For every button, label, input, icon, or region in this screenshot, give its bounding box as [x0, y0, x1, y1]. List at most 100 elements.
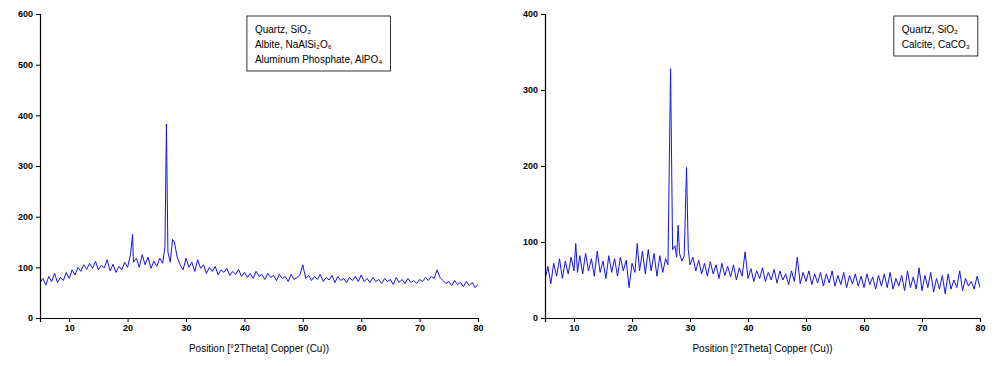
tick-label: 70: [917, 323, 927, 333]
tick-mark: [574, 318, 575, 322]
panel: 10 20 30 40 50 60 70 80 0 100 200 300 400 500 600 Posit…: [18, 9, 484, 354]
axis-line: [541, 15, 546, 319]
phase-label: Quartz, SiO₂: [902, 24, 958, 35]
tick: 60: [859, 318, 869, 333]
tick-label: 600: [18, 9, 33, 19]
tick-label: 80: [473, 323, 483, 333]
tick-label: 50: [801, 323, 811, 333]
tick-mark: [541, 90, 545, 91]
tick: 40: [240, 318, 250, 333]
tick-label: 500: [18, 60, 33, 70]
phase-box: Quartz, SiO₂ Calcite, CaCO₃: [894, 16, 978, 56]
phase-label: Albite, NaAlSi₂O₆: [255, 39, 332, 50]
tick-mark: [36, 14, 40, 15]
tick-mark: [541, 242, 545, 243]
tick-label: 300: [18, 161, 33, 171]
tick: 20: [627, 318, 637, 333]
phase-label: Aluminum Phosphate, AlPO₄: [255, 54, 382, 65]
xrd-line: [545, 69, 980, 294]
tick-mark: [922, 318, 923, 322]
x-axis-title: Position [°2Theta] Copper (Cu)): [189, 343, 329, 354]
tick-mark: [541, 166, 545, 167]
tick-mark: [541, 14, 545, 15]
tick-mark: [36, 318, 40, 319]
tick-label: 0: [533, 313, 538, 323]
tick-label: 20: [627, 323, 637, 333]
tick-label: 400: [523, 9, 538, 19]
phase-box: Quartz, SiO₂ Albite, NaAlSi₂O₆ Aluminum Ph…: [247, 16, 390, 71]
x-axis-title: Position [°2Theta] Copper (Cu)): [692, 343, 832, 354]
tick: 10: [569, 318, 579, 333]
phase-label: Calcite, CaCO₃: [902, 39, 970, 50]
tick-label: 30: [685, 323, 695, 333]
tick-mark: [541, 318, 545, 319]
tick-mark: [632, 318, 633, 322]
tick: 30: [181, 318, 191, 333]
tick-mark: [420, 318, 421, 322]
tick-label: 100: [18, 263, 33, 273]
y-axis: 0 100 200 300 400: [523, 9, 546, 323]
tick-label: 10: [65, 323, 75, 333]
tick-mark: [690, 318, 691, 322]
tick: 80: [473, 318, 483, 333]
tick-label: 200: [18, 212, 33, 222]
plot-area: [545, 69, 980, 294]
tick: 100: [523, 237, 545, 247]
tick-mark: [128, 318, 129, 322]
phase-box-frame: [894, 16, 978, 56]
axis-line: [41, 319, 479, 323]
phase-label: Quartz, SiO₂: [255, 24, 311, 35]
tick-mark: [303, 318, 304, 322]
tick-label: 40: [240, 323, 250, 333]
tick-label: 60: [357, 323, 367, 333]
axis-line: [36, 15, 41, 319]
tick: 400: [523, 9, 545, 19]
tick-label: 100: [523, 237, 538, 247]
tick: 200: [18, 212, 40, 222]
tick-mark: [806, 318, 807, 322]
tick: 60: [357, 318, 367, 333]
tick: 100: [18, 263, 40, 273]
tick: 50: [298, 318, 308, 333]
tick-label: 80: [975, 323, 985, 333]
tick-mark: [36, 65, 40, 66]
tick-label: 20: [123, 323, 133, 333]
tick-label: 10: [569, 323, 579, 333]
tick-mark: [748, 318, 749, 322]
tick: 20: [123, 318, 133, 333]
tick-label: 300: [523, 85, 538, 95]
xrd-line: [40, 124, 478, 288]
tick: 40: [743, 318, 753, 333]
tick-mark: [361, 318, 362, 322]
tick-mark: [36, 267, 40, 268]
tick: 400: [18, 111, 40, 121]
tick: 0: [28, 313, 40, 323]
tick: 70: [415, 318, 425, 333]
y-axis: 0 100 200 300 400 500 600: [18, 9, 41, 323]
tick-label: 200: [523, 161, 538, 171]
tick: 600: [18, 9, 40, 19]
tick-mark: [69, 318, 70, 322]
tick-mark: [36, 217, 40, 218]
tick-mark: [864, 318, 865, 322]
axis-line: [546, 319, 981, 323]
tick: 70: [917, 318, 927, 333]
tick: 50: [801, 318, 811, 333]
tick-label: 400: [18, 111, 33, 121]
tick-mark: [980, 318, 981, 322]
tick: 0: [533, 313, 545, 323]
x-axis: 10 20 30 40 50 60 70 80: [546, 318, 986, 333]
tick: 300: [523, 85, 545, 95]
tick-label: 50: [298, 323, 308, 333]
tick: 200: [523, 161, 545, 171]
plot-area: [40, 124, 478, 288]
tick-label: 60: [859, 323, 869, 333]
tick-mark: [36, 115, 40, 116]
tick-mark: [36, 166, 40, 167]
tick: 10: [65, 318, 75, 333]
chart-canvas: 10203040506070800100200300400500600Posit…: [0, 0, 996, 366]
tick-label: 40: [743, 323, 753, 333]
tick-label: 0: [28, 313, 33, 323]
panel: 10 20 30 40 50 60 70 80 0 100 200 300 400 Position [°…: [523, 9, 986, 354]
tick: 300: [18, 161, 40, 171]
